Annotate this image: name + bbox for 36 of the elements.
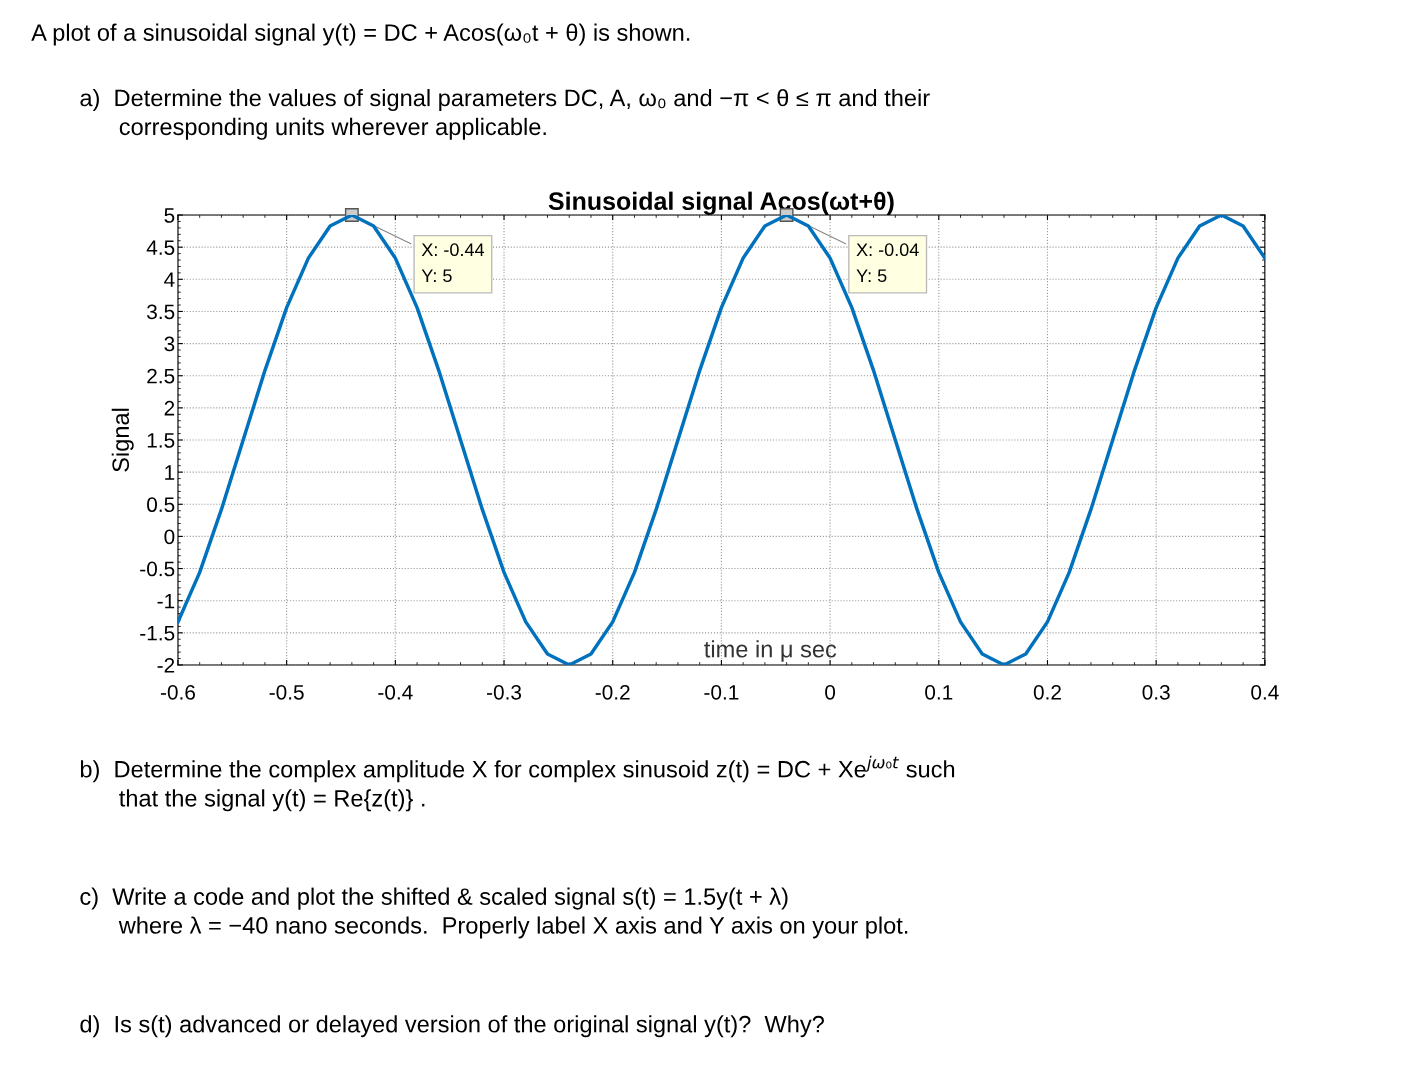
x-tick-label: 0.4 (1251, 684, 1279, 700)
y-tick-label: 3 (164, 336, 175, 352)
y-tick-label: 3.5 (147, 304, 175, 320)
x-tick-label: 0 (825, 684, 836, 700)
x-tick-label: 0.3 (1142, 684, 1170, 700)
y-tick-label: 5 (164, 208, 175, 223)
x-tick-label: -0.1 (704, 684, 739, 700)
y-axis-title: Signal (111, 408, 134, 472)
x-tick-label: 0.1 (925, 684, 953, 700)
annotation: X: -0.44 Y: 5 (421, 243, 485, 283)
y-tick-label: 2 (164, 400, 175, 416)
y-tick-label: -1 (157, 593, 175, 609)
x-tick-label: -0.4 (378, 684, 413, 700)
text: A plot of a sinusoidal signal y(t) = DC + Acos(ω₀t + θ) is shown. (31, 23, 690, 46)
text: a) Determine the values of signal parameters DC, A, ω₀ and −π < θ ≤ π and their corresponding units wherever applicable. (80, 88, 930, 140)
y-tick-label: -2 (157, 657, 175, 673)
y-tick-label: 1.5 (147, 433, 175, 448)
y-tick-label: 1 (165, 465, 175, 480)
y-tick-label: 4.5 (146, 240, 175, 255)
annotation: X: -0.04 Y: 5 (856, 243, 919, 283)
x-tick-label: -0.3 (487, 684, 522, 700)
x-tick-label: -0.2 (595, 684, 630, 700)
y-tick-label: 0.5 (147, 497, 175, 513)
x-tick-label: 0.2 (1033, 684, 1061, 700)
y-tick-label: -1.5 (140, 626, 175, 641)
x-axis-title: time in μ sec (704, 640, 837, 662)
y-tick-label: 4 (164, 272, 175, 287)
x-tick-label: -0.5 (269, 684, 304, 700)
text: b) Determine the complex amplitude X for complex sinusoid z(t) = DC + Xe$^{jω₀t}$ such that the signal y(t) = Re{z(t)} . (80, 755, 955, 812)
text: d) Is s(t) advanced or delayed version of the original signal y(t)? Why? (80, 1015, 824, 1038)
y-tick-label: 2.5 (147, 368, 175, 384)
y-tick-label: -0.5 (140, 561, 175, 577)
chart-title: Sinusoidal signal Acos(ωt+θ) (548, 191, 894, 216)
x-tick-label: -0.6 (160, 684, 195, 700)
text: c) Write a code and plot the shifted & scaled signal s(t) = 1.5y(t + λ) where λ = −40 nano seconds. Properly label X axis and Y axis on your plot. (80, 887, 908, 939)
y-tick-label: 0 (164, 529, 175, 545)
